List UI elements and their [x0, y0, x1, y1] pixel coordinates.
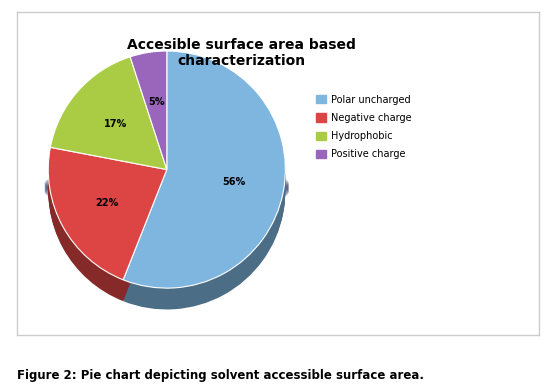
Text: 22%: 22% — [95, 198, 118, 208]
Wedge shape — [123, 71, 285, 308]
Wedge shape — [123, 57, 285, 294]
Wedge shape — [130, 62, 167, 180]
Wedge shape — [123, 67, 285, 305]
Wedge shape — [48, 151, 167, 284]
Wedge shape — [48, 165, 167, 298]
Wedge shape — [130, 66, 167, 185]
Wedge shape — [48, 152, 167, 285]
Wedge shape — [51, 78, 167, 191]
Wedge shape — [48, 163, 167, 295]
Wedge shape — [48, 161, 167, 294]
Wedge shape — [130, 63, 167, 181]
Wedge shape — [130, 64, 167, 183]
Wedge shape — [48, 150, 167, 282]
Wedge shape — [123, 53, 285, 291]
Wedge shape — [123, 52, 285, 289]
Wedge shape — [123, 70, 285, 307]
Wedge shape — [51, 70, 167, 183]
Wedge shape — [123, 69, 285, 306]
Text: Figure 2: Pie chart depicting solvent accessible surface area.: Figure 2: Pie chart depicting solvent ac… — [17, 369, 424, 382]
Wedge shape — [123, 63, 285, 300]
Wedge shape — [130, 59, 167, 178]
Wedge shape — [123, 62, 285, 299]
Wedge shape — [48, 158, 167, 291]
Wedge shape — [48, 159, 167, 292]
Wedge shape — [130, 56, 167, 174]
Wedge shape — [130, 71, 167, 190]
Wedge shape — [51, 59, 167, 172]
Wedge shape — [130, 70, 167, 188]
Wedge shape — [130, 57, 167, 176]
Wedge shape — [51, 63, 167, 176]
Wedge shape — [48, 154, 167, 287]
Wedge shape — [123, 59, 285, 296]
Text: 5%: 5% — [148, 97, 164, 106]
Wedge shape — [130, 51, 167, 170]
Wedge shape — [51, 74, 167, 187]
Wedge shape — [48, 147, 167, 280]
Wedge shape — [48, 153, 167, 286]
Wedge shape — [51, 72, 167, 185]
Wedge shape — [123, 66, 285, 303]
Wedge shape — [123, 56, 285, 293]
Ellipse shape — [45, 167, 289, 202]
Wedge shape — [51, 65, 167, 178]
Wedge shape — [123, 64, 285, 301]
Wedge shape — [130, 52, 167, 171]
Text: 56%: 56% — [223, 177, 246, 188]
Wedge shape — [48, 156, 167, 288]
Wedge shape — [130, 58, 167, 177]
Wedge shape — [123, 51, 285, 288]
Wedge shape — [48, 149, 167, 281]
Wedge shape — [130, 73, 167, 191]
Ellipse shape — [45, 170, 289, 206]
Wedge shape — [123, 73, 285, 310]
Wedge shape — [51, 73, 167, 186]
Ellipse shape — [45, 174, 289, 210]
Wedge shape — [51, 62, 167, 174]
Ellipse shape — [45, 166, 289, 201]
Wedge shape — [123, 65, 285, 302]
Wedge shape — [48, 169, 167, 301]
Ellipse shape — [45, 168, 289, 204]
Wedge shape — [123, 58, 285, 295]
Wedge shape — [48, 157, 167, 289]
Ellipse shape — [45, 173, 289, 209]
Wedge shape — [51, 67, 167, 180]
Wedge shape — [123, 60, 285, 298]
Wedge shape — [51, 64, 167, 177]
Ellipse shape — [45, 172, 289, 207]
Wedge shape — [130, 65, 167, 184]
Wedge shape — [130, 60, 167, 179]
Wedge shape — [51, 77, 167, 190]
Wedge shape — [51, 69, 167, 181]
Wedge shape — [51, 66, 167, 179]
Wedge shape — [51, 58, 167, 171]
Wedge shape — [123, 55, 285, 292]
Wedge shape — [130, 53, 167, 172]
Wedge shape — [51, 57, 167, 170]
Wedge shape — [48, 160, 167, 293]
Wedge shape — [130, 67, 167, 186]
Wedge shape — [130, 69, 167, 187]
Wedge shape — [51, 71, 167, 184]
Wedge shape — [130, 55, 167, 173]
Text: Accesible surface area based
characterization: Accesible surface area based characteriz… — [127, 37, 356, 68]
Text: 17%: 17% — [103, 119, 127, 129]
Legend: Polar uncharged, Negative charge, Hydrophobic, Positive charge: Polar uncharged, Negative charge, Hydrop… — [316, 94, 411, 160]
Wedge shape — [51, 76, 167, 188]
Wedge shape — [48, 164, 167, 296]
Wedge shape — [48, 168, 167, 300]
Wedge shape — [48, 166, 167, 299]
Wedge shape — [51, 60, 167, 173]
Ellipse shape — [45, 169, 289, 205]
